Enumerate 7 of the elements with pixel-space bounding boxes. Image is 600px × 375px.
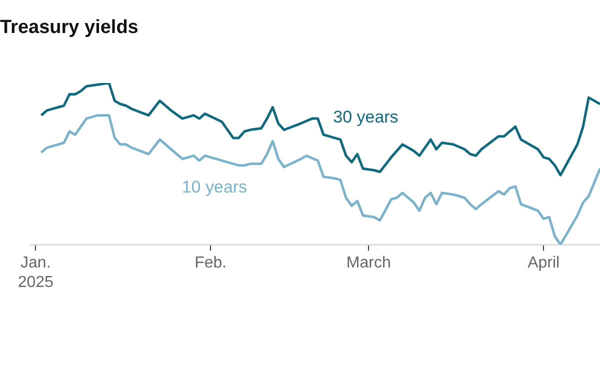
x-tick-label: Feb. (194, 254, 227, 272)
series-label: 30 years (333, 108, 398, 127)
x-tick-label: April (528, 254, 560, 272)
series-label: 10 years (182, 178, 248, 197)
x-tick-label: March (346, 254, 391, 272)
x-tick-label: Jan. 2025 (18, 254, 54, 291)
chart-title: Treasury yields (0, 16, 140, 40)
